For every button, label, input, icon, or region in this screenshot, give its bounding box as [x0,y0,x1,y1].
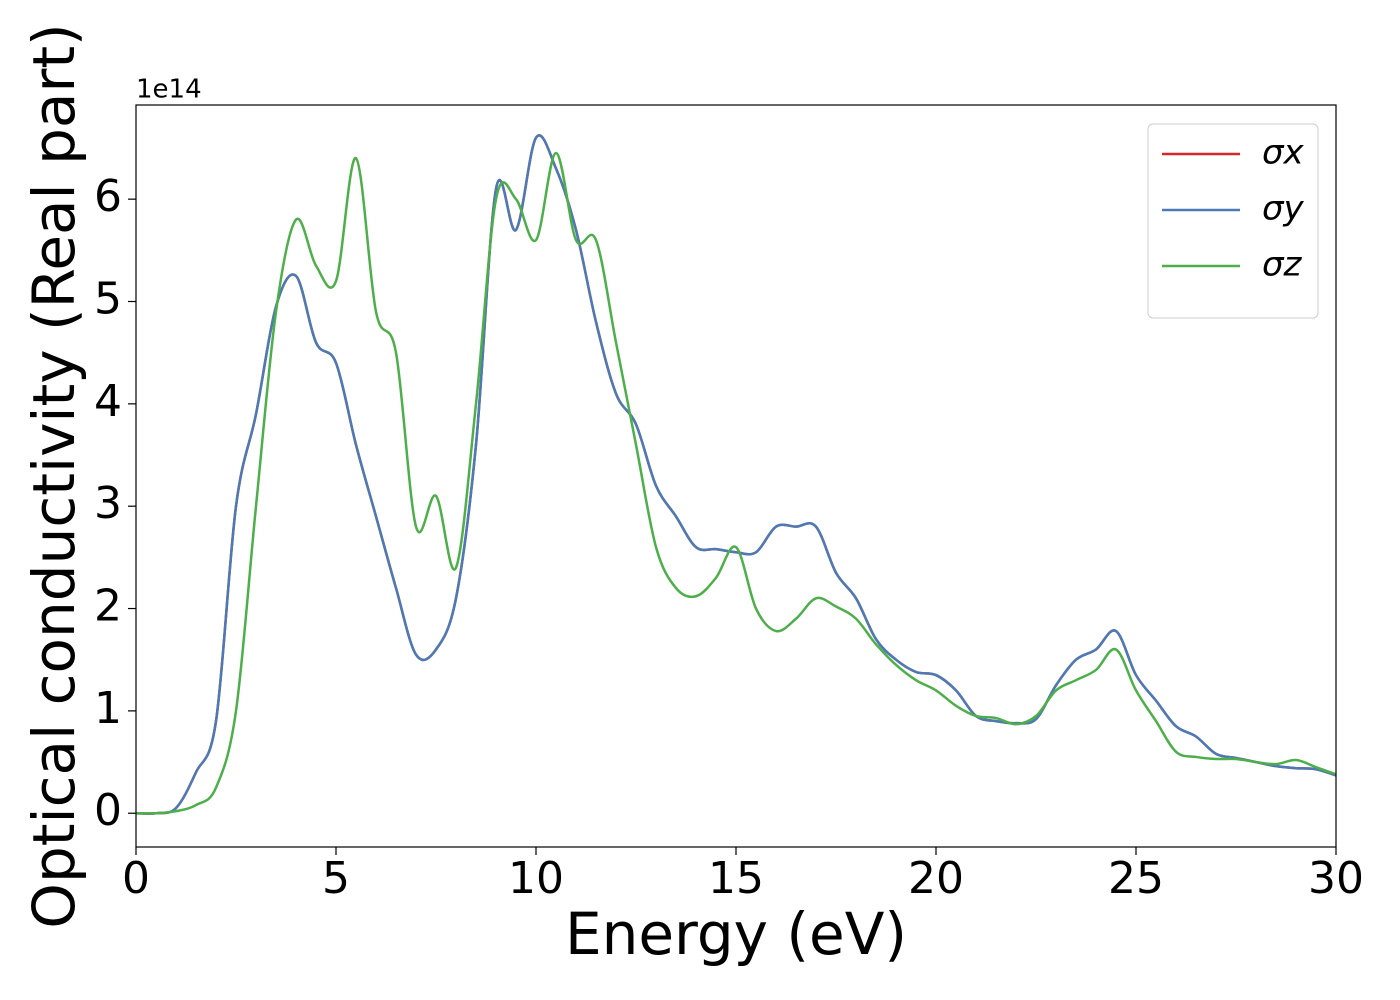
legend-label: σy [1262,189,1305,229]
legend-label: σz [1262,245,1303,285]
y-tick-label: 1 [94,683,122,734]
x-tick-label: 20 [908,853,964,904]
y-tick-label: 3 [94,478,122,529]
x-tick-label: 5 [322,853,350,904]
plot-frame [135,104,1337,848]
x-axis-label: Energy (eV) [565,900,907,968]
y-axis-label: Optical conductivity (Real part) [20,23,88,928]
y-tick-label: 0 [94,785,122,836]
y-tick-label: 6 [94,171,122,222]
x-tick-label: 15 [708,853,764,904]
series-line [136,134,1336,815]
y-offset-label: 1e14 [136,75,202,105]
x-tick-label: 25 [1108,853,1164,904]
legend-label: σx [1262,133,1305,173]
y-tick-label: 2 [94,581,122,632]
y-tick-label: 5 [94,274,122,325]
x-tick-label: 10 [508,853,564,904]
x-tick-label: 30 [1308,853,1364,904]
series-line [136,151,1336,815]
legend-box [1147,123,1319,319]
x-tick-label: 0 [122,853,150,904]
y-tick-label: 4 [94,376,122,427]
